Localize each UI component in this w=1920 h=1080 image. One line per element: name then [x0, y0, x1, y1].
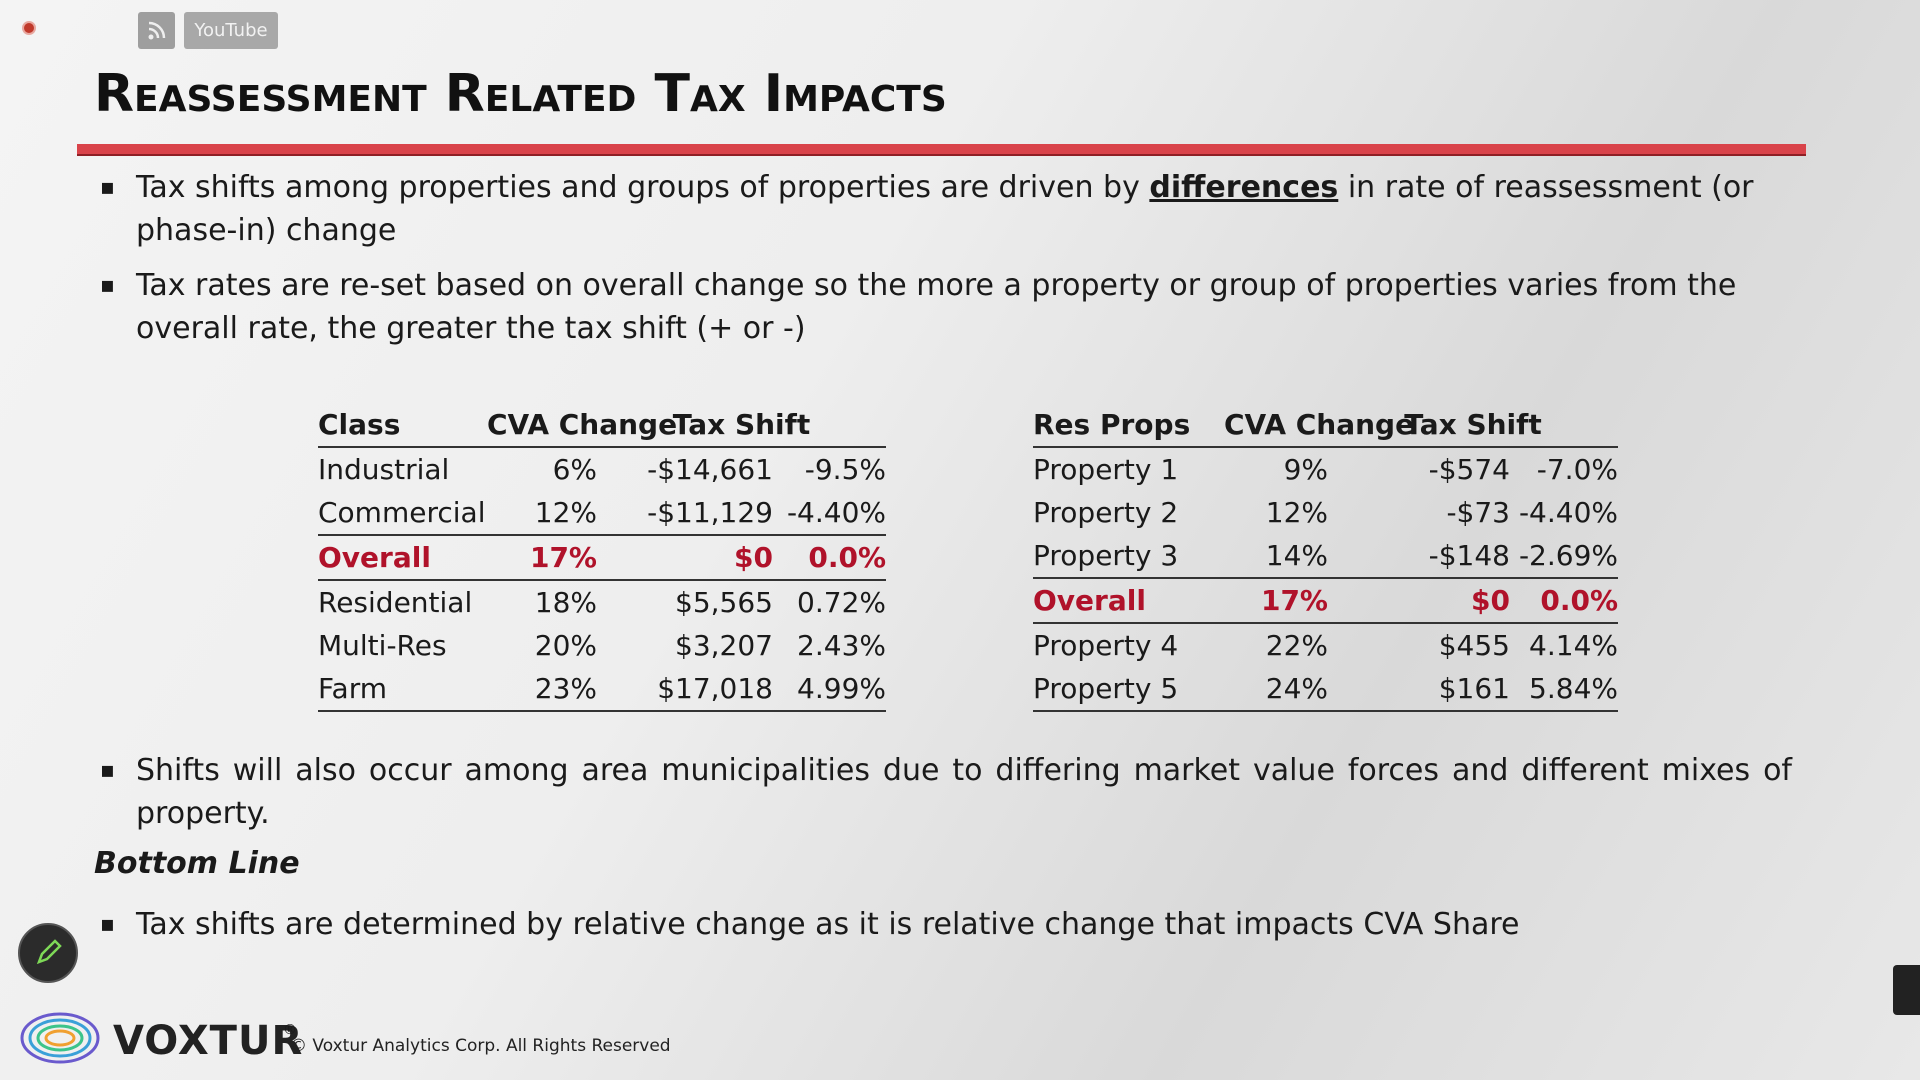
cell: 12%: [1265, 496, 1328, 529]
cell: -$14,661: [647, 453, 773, 486]
cell: -$73: [1446, 496, 1510, 529]
cell: Multi-Res: [318, 629, 447, 662]
cell: 14%: [1265, 539, 1328, 572]
data-row: Property 4 22% $455 4.14%: [1033, 623, 1618, 667]
cell: $0: [1328, 577, 1510, 624]
slide-title: Reassessment Related Tax Impacts: [94, 64, 947, 124]
column-header: CVA Change: [487, 403, 677, 448]
cell: -4.40%: [1518, 496, 1618, 529]
cell: Industrial: [318, 453, 450, 486]
bullet: Tax shifts among properties and groups o…: [100, 166, 1792, 252]
cell: 23%: [487, 667, 597, 712]
column-header: Tax Shift: [1328, 403, 1618, 448]
column-header: Class: [318, 403, 487, 448]
cell: -2.69%: [1518, 539, 1618, 572]
data-row: Property 1 9% -$574 -7.0%: [1033, 447, 1618, 491]
cell: 24%: [1224, 667, 1328, 712]
cell: -7.0%: [1536, 453, 1618, 486]
cell: 5.84%: [1510, 667, 1618, 712]
bullet: Tax shifts are determined by relative ch…: [100, 903, 1792, 946]
text: Tax shifts among properties and groups o…: [136, 170, 1150, 205]
brand-name: VOXTUR: [113, 1018, 304, 1064]
cell: $455: [1438, 629, 1510, 662]
pen-icon: [36, 939, 62, 965]
cell: $5,565: [675, 586, 773, 619]
cell: 2.43%: [797, 629, 886, 662]
cell: $0: [597, 534, 773, 581]
cell: 12%: [534, 496, 597, 529]
side-tab[interactable]: [1893, 965, 1920, 1015]
class-table: Class CVA Change Tax Shift Industrial 6% -$14…: [318, 403, 886, 712]
cell: -$148: [1428, 539, 1510, 572]
cell: Property 2: [1033, 496, 1179, 529]
cell: Overall: [318, 534, 487, 581]
logo-mark: [20, 1012, 100, 1064]
cell: Property 3: [1033, 539, 1179, 572]
text: in rate of reassessment (or phase-in) ch…: [136, 170, 1754, 248]
cell: Residential: [318, 586, 473, 619]
record-indicator: [22, 21, 36, 35]
property-table: Res Props CVA Change Tax Shift Property 1 9%…: [1033, 403, 1618, 712]
cell: Property 4: [1033, 629, 1179, 662]
data-row: Property 3 14% -$148 -2.69%: [1033, 534, 1618, 578]
cell: Property 5: [1033, 667, 1224, 712]
cell: -$11,129: [647, 496, 773, 529]
cell: 4.14%: [1529, 629, 1618, 662]
bullet: Tax rates are re-set based on overall ch…: [100, 264, 1792, 350]
cell: $161: [1328, 667, 1510, 712]
cell: -9.5%: [804, 453, 886, 486]
trademark: ®: [283, 1022, 297, 1038]
data-row: Commercial 12% -$11,129 -4.40%: [318, 491, 886, 535]
data-row: Property 5 24% $161 5.84%: [1033, 667, 1618, 712]
text: Tax rates are re-set based on overall ch…: [136, 268, 1737, 346]
cell: Commercial: [318, 496, 486, 529]
cell: 4.99%: [773, 667, 886, 712]
cell: 20%: [534, 629, 597, 662]
cell: -4.40%: [786, 496, 886, 529]
cell: -$574: [1428, 453, 1510, 486]
pen-tool-button[interactable]: [18, 923, 78, 983]
cell: 18%: [534, 586, 597, 619]
rss-button[interactable]: [138, 12, 175, 49]
bullet: Shifts will also occur among area munici…: [100, 749, 1792, 835]
data-row: Multi-Res 20% $3,207 2.43%: [318, 624, 886, 667]
data-row: Property 2 12% -$73 -4.40%: [1033, 491, 1618, 534]
cell: 17%: [487, 534, 597, 581]
cell: $17,018: [597, 667, 773, 712]
cell: $3,207: [675, 629, 773, 662]
cell: 6%: [552, 453, 597, 486]
cell: Overall: [1033, 577, 1224, 624]
data-row: Farm 23% $17,018 4.99%: [318, 667, 886, 712]
column-header: Res Props: [1033, 403, 1224, 448]
overall-row: Overall 17% $0 0.0%: [318, 534, 886, 581]
cell: Property 1: [1033, 453, 1179, 486]
column-header: Tax Shift: [597, 403, 886, 448]
section-heading: Bottom Line: [94, 846, 300, 881]
cell: Farm: [318, 667, 487, 712]
cell: 0.0%: [773, 534, 886, 581]
overall-row: Overall 17% $0 0.0%: [1033, 577, 1618, 624]
data-row: Residential 18% $5,565 0.72%: [318, 580, 886, 624]
title-rule: [77, 144, 1806, 156]
rss-icon: [148, 21, 166, 40]
header-row: Res Props CVA Change Tax Shift: [1033, 403, 1618, 448]
column-header: CVA Change: [1224, 403, 1414, 448]
cell: 0.72%: [797, 586, 886, 619]
cell: 0.0%: [1510, 577, 1618, 624]
header-row: Class CVA Change Tax Shift: [318, 403, 886, 448]
data-row: Industrial 6% -$14,661 -9.5%: [318, 447, 886, 491]
youtube-button[interactable]: YouTube: [184, 12, 278, 49]
cell: 22%: [1265, 629, 1328, 662]
copyright: © Voxtur Analytics Corp. All Rights Rese…: [290, 1036, 671, 1056]
cell: 9%: [1283, 453, 1328, 486]
emphasis: differences: [1149, 170, 1339, 205]
cell: 17%: [1224, 577, 1328, 624]
